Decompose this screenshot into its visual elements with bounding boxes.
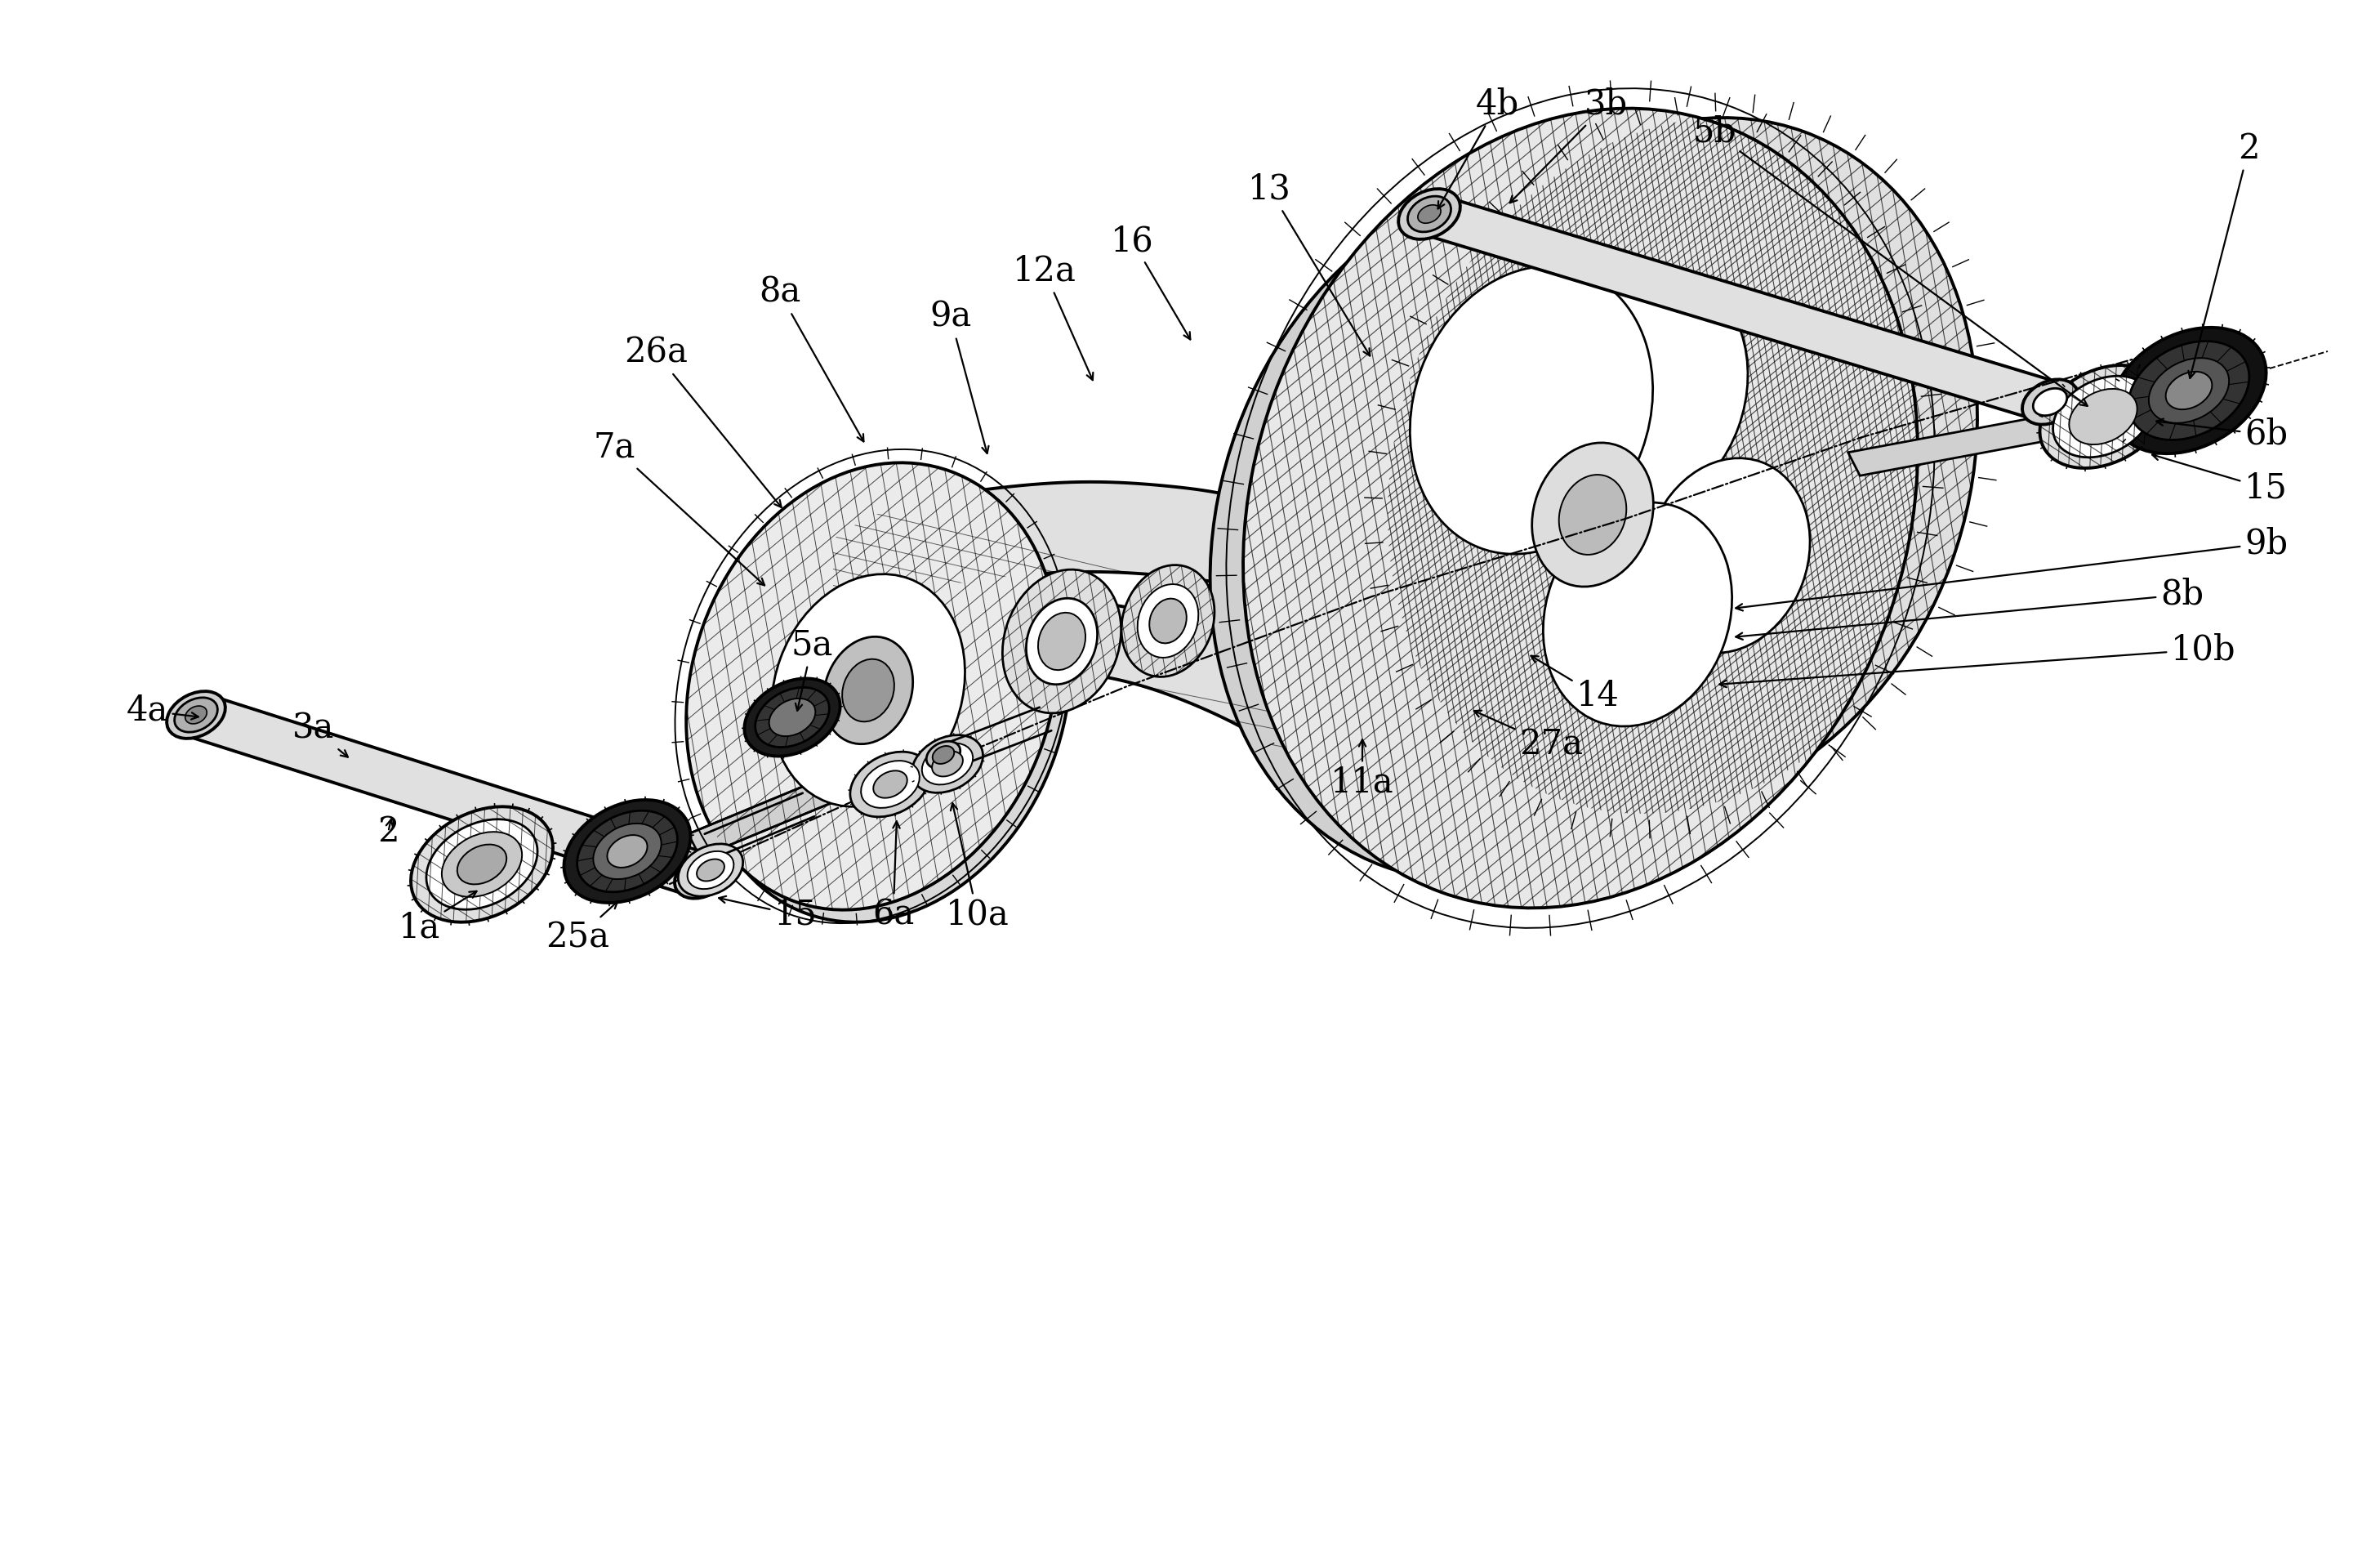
Ellipse shape xyxy=(674,854,731,898)
Text: 5a: 5a xyxy=(790,628,833,711)
Polygon shape xyxy=(188,693,709,898)
Ellipse shape xyxy=(443,832,521,896)
Ellipse shape xyxy=(1407,196,1452,232)
Ellipse shape xyxy=(1535,266,1747,517)
Text: 8a: 8a xyxy=(759,276,864,442)
Ellipse shape xyxy=(1409,266,1652,555)
Ellipse shape xyxy=(933,751,964,777)
Ellipse shape xyxy=(1038,613,1085,671)
Ellipse shape xyxy=(1559,475,1626,555)
Ellipse shape xyxy=(823,636,914,744)
Ellipse shape xyxy=(412,807,552,921)
Text: 3a: 3a xyxy=(293,711,347,757)
Ellipse shape xyxy=(2128,342,2249,440)
Ellipse shape xyxy=(174,697,217,732)
Ellipse shape xyxy=(1242,108,1918,907)
Ellipse shape xyxy=(697,859,724,881)
Text: 16: 16 xyxy=(1111,224,1190,340)
Ellipse shape xyxy=(1002,569,1121,713)
Text: 2: 2 xyxy=(378,815,400,849)
Ellipse shape xyxy=(1121,566,1214,677)
Ellipse shape xyxy=(1645,458,1809,653)
Ellipse shape xyxy=(1418,205,1440,223)
Ellipse shape xyxy=(873,771,907,798)
Ellipse shape xyxy=(862,760,919,809)
Text: 3b: 3b xyxy=(1509,88,1628,202)
Ellipse shape xyxy=(2054,376,2154,458)
Ellipse shape xyxy=(678,845,743,896)
Text: 25a: 25a xyxy=(545,901,616,954)
Ellipse shape xyxy=(1026,599,1097,685)
Text: 7a: 7a xyxy=(593,431,764,586)
Ellipse shape xyxy=(576,810,678,892)
Text: 8b: 8b xyxy=(1735,578,2204,639)
Ellipse shape xyxy=(1399,190,1461,240)
Ellipse shape xyxy=(593,824,662,879)
Text: 12a: 12a xyxy=(1014,254,1092,381)
Ellipse shape xyxy=(2166,371,2211,409)
Ellipse shape xyxy=(1150,599,1188,644)
Ellipse shape xyxy=(1209,177,1804,881)
Text: 2: 2 xyxy=(2187,132,2259,378)
Polygon shape xyxy=(1423,194,2056,422)
Text: 15: 15 xyxy=(2152,453,2287,506)
Polygon shape xyxy=(1061,597,1716,867)
Ellipse shape xyxy=(933,746,954,763)
Ellipse shape xyxy=(167,691,226,738)
Ellipse shape xyxy=(607,835,647,868)
Polygon shape xyxy=(833,483,1397,735)
Ellipse shape xyxy=(843,660,895,722)
Ellipse shape xyxy=(2068,389,2137,445)
Polygon shape xyxy=(1849,407,2104,476)
Text: 4b: 4b xyxy=(1438,88,1518,208)
Text: 1a: 1a xyxy=(397,892,476,945)
Text: 4a: 4a xyxy=(126,694,198,729)
Text: 26a: 26a xyxy=(624,335,781,508)
Text: 10a: 10a xyxy=(945,804,1009,932)
Ellipse shape xyxy=(912,735,983,793)
Ellipse shape xyxy=(1138,584,1200,658)
Text: 9b: 9b xyxy=(1735,527,2287,611)
Ellipse shape xyxy=(2033,389,2066,415)
Ellipse shape xyxy=(1542,503,1733,727)
Ellipse shape xyxy=(688,851,733,888)
Text: 13: 13 xyxy=(1247,172,1371,356)
Ellipse shape xyxy=(697,475,1071,921)
Ellipse shape xyxy=(1533,443,1654,586)
Text: 5b: 5b xyxy=(1692,116,2087,406)
Text: 14: 14 xyxy=(1530,657,1618,713)
Text: 11a: 11a xyxy=(1330,740,1395,799)
Ellipse shape xyxy=(1388,118,1978,813)
Ellipse shape xyxy=(457,845,507,884)
Ellipse shape xyxy=(2149,357,2230,423)
Ellipse shape xyxy=(921,743,973,785)
Text: 6b: 6b xyxy=(2156,417,2287,451)
Ellipse shape xyxy=(754,688,828,747)
Ellipse shape xyxy=(769,699,816,736)
Ellipse shape xyxy=(745,679,840,757)
Text: 15: 15 xyxy=(719,896,816,932)
Ellipse shape xyxy=(685,862,719,890)
Ellipse shape xyxy=(771,574,964,807)
Text: 6a: 6a xyxy=(873,821,914,932)
Ellipse shape xyxy=(2023,379,2078,425)
Polygon shape xyxy=(688,736,938,857)
Ellipse shape xyxy=(926,741,959,768)
Text: 10b: 10b xyxy=(1718,633,2235,688)
Text: 27a: 27a xyxy=(1473,710,1583,762)
Ellipse shape xyxy=(685,462,1059,910)
Ellipse shape xyxy=(426,820,538,909)
Ellipse shape xyxy=(186,705,207,724)
Ellipse shape xyxy=(564,799,690,903)
Text: 9a: 9a xyxy=(931,299,988,453)
Ellipse shape xyxy=(2111,328,2266,453)
Ellipse shape xyxy=(2040,365,2166,469)
Ellipse shape xyxy=(850,752,931,816)
